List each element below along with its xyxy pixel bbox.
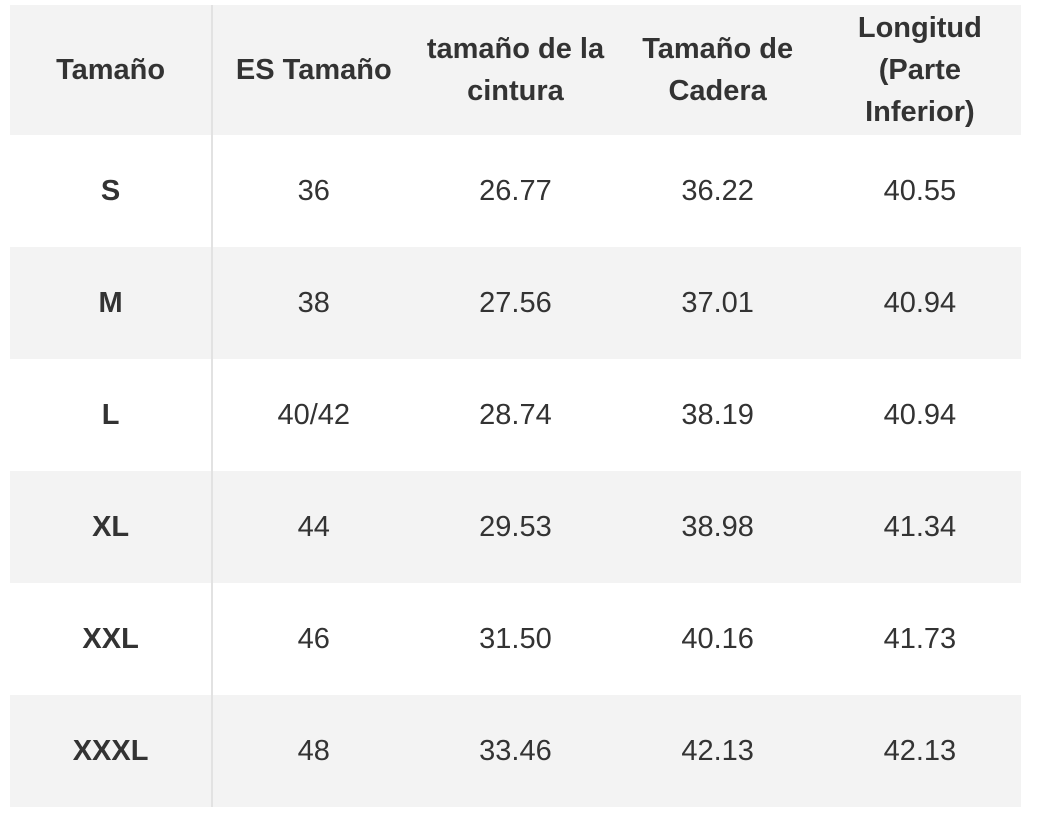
size-cell: XXXL bbox=[10, 695, 214, 807]
value-cell: 29.53 bbox=[414, 471, 617, 583]
table-body: S 36 26.77 36.22 40.55 M 38 27.56 37.01 40.94 L 40/… bbox=[10, 135, 1021, 807]
table-row: M 38 27.56 37.01 40.94 bbox=[10, 247, 1021, 359]
value-cell: 37.01 bbox=[616, 247, 819, 359]
size-cell: XXL bbox=[10, 583, 214, 695]
value-cell: 40.94 bbox=[883, 398, 957, 431]
value-cell: 38.19 bbox=[681, 398, 754, 431]
value-cell: 40.94 bbox=[818, 247, 1021, 359]
header-cell: tamaño de la cintura bbox=[414, 5, 617, 135]
table-row: XXL 46 31.50 40.16 41.73 bbox=[10, 583, 1021, 695]
value-cell: 33.46 bbox=[414, 695, 617, 807]
value-cell: 44 bbox=[212, 471, 415, 583]
table-row: S 36 26.77 36.22 40.55 bbox=[10, 135, 1021, 247]
size-cell: M bbox=[10, 247, 214, 359]
value-cell: 41.34 bbox=[818, 471, 1021, 583]
value-cell: 27.56 bbox=[414, 247, 617, 359]
value-cell: 40/42 bbox=[277, 398, 351, 431]
value-cell: 40.16 bbox=[681, 622, 754, 655]
value-cell: 48 bbox=[212, 695, 415, 807]
value-cell: 42.13 bbox=[616, 695, 819, 807]
value-cell: 42.13 bbox=[818, 695, 1021, 807]
value-cell: 31.50 bbox=[479, 622, 552, 655]
table-row: XL 44 29.53 38.98 41.34 bbox=[10, 471, 1021, 583]
size-cell: L bbox=[10, 359, 214, 471]
size-table: Tamaño ES Tamaño tamaño de la cintura Tamañ… bbox=[10, 5, 1022, 807]
header-row: Tamaño ES Tamaño tamaño de la cintura Tamañ… bbox=[10, 5, 1021, 135]
header-cell: Tamaño bbox=[10, 5, 214, 135]
value-cell: 38.98 bbox=[616, 471, 819, 583]
value-cell: 41.73 bbox=[883, 622, 957, 655]
value-cell: 40.55 bbox=[883, 174, 957, 207]
header-cell: Tamaño de Cadera bbox=[616, 5, 819, 135]
value-cell: 36.22 bbox=[681, 174, 754, 207]
header-cell: Longitud (Parte Inferior) bbox=[818, 5, 1021, 135]
table-row: XXXL 48 33.46 42.13 42.13 bbox=[10, 695, 1021, 807]
size-cell: S bbox=[10, 135, 214, 247]
value-cell: 36 bbox=[297, 174, 330, 207]
value-cell: 26.77 bbox=[479, 174, 552, 207]
value-cell: 38 bbox=[212, 247, 415, 359]
table-header: Tamaño ES Tamaño tamaño de la cintura Tamañ… bbox=[10, 5, 1021, 135]
value-cell: 46 bbox=[297, 622, 330, 655]
size-cell: XL bbox=[10, 471, 214, 583]
value-cell: 28.74 bbox=[479, 398, 552, 431]
table-row: L 40/42 28.74 38.19 40.94 bbox=[10, 359, 1021, 471]
header-cell: ES Tamaño bbox=[212, 5, 415, 135]
